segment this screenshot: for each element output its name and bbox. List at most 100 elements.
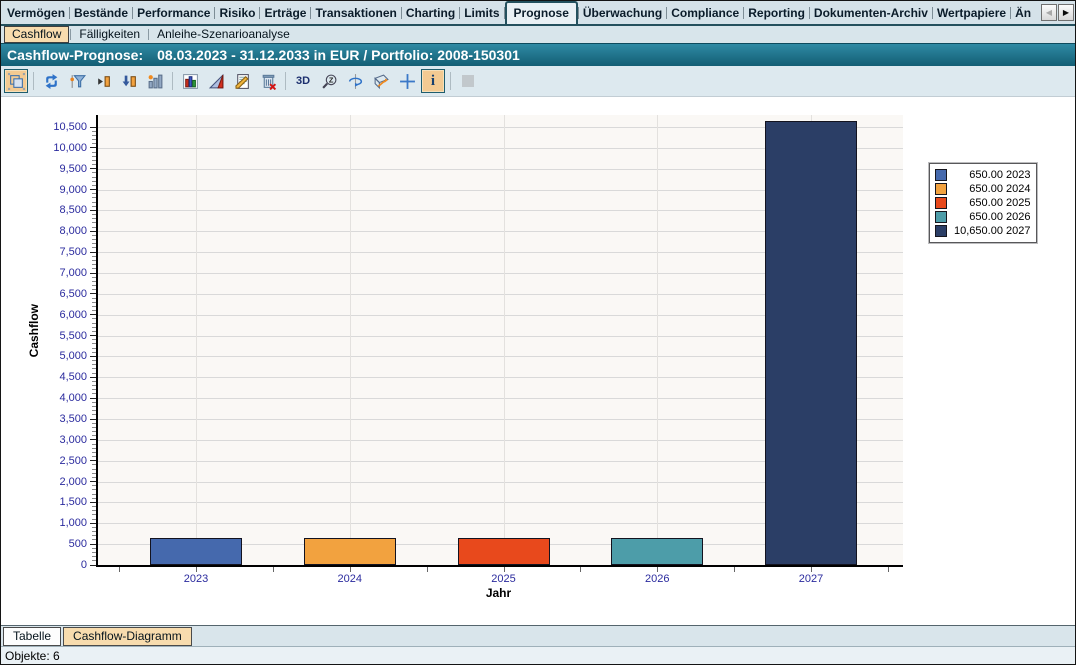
y-axis-minor-tick — [92, 285, 96, 286]
y-axis-major-tick — [90, 147, 96, 149]
filter-icon[interactable] — [65, 69, 89, 93]
y-axis-tick-label: 2,500 — [59, 454, 87, 467]
3d-icon[interactable]: 3D — [291, 69, 315, 93]
y-axis-minor-tick — [92, 531, 96, 533]
subtab-fälligkeiten[interactable]: Fälligkeiten — [79, 27, 141, 41]
bar-2023[interactable] — [150, 537, 242, 565]
y-axis-minor-tick — [92, 289, 96, 291]
placeholder-icon — [456, 69, 480, 93]
rotate-icon[interactable] — [343, 69, 367, 93]
crosshair-icon[interactable] — [395, 69, 419, 93]
y-axis-minor-tick — [92, 393, 96, 395]
y-axis-minor-tick — [92, 343, 96, 345]
toolbar-separator — [33, 72, 34, 90]
y-axis-minor-tick — [92, 151, 96, 153]
y-axis-minor-tick — [92, 226, 96, 228]
x-axis-title: Jahr — [485, 586, 512, 600]
edit-notes-icon[interactable] — [230, 69, 254, 93]
bottom-tab-cashflow-diagramm[interactable]: Cashflow-Diagramm — [63, 626, 192, 646]
y-axis-minor-tick — [92, 368, 96, 370]
y-axis-major-tick — [90, 293, 96, 295]
bar-2026[interactable] — [611, 537, 704, 565]
y-axis-minor-tick — [92, 134, 96, 136]
tab-än[interactable]: Än — [1015, 6, 1032, 20]
insert-column-icon[interactable] — [117, 69, 141, 93]
gridline-horizontal — [98, 481, 903, 483]
tab-reporting[interactable]: Reporting — [748, 6, 805, 20]
y-axis-minor-tick — [92, 431, 96, 432]
y-axis-minor-tick — [92, 560, 96, 562]
view-title-bar: Cashflow-Prognose: 08.03.2023 - 31.12.20… — [1, 43, 1075, 66]
info-icon[interactable]: i — [421, 69, 445, 93]
gridline-horizontal — [98, 314, 903, 316]
subtab-cashflow[interactable]: Cashflow — [4, 26, 70, 43]
tab-scroll-right-button[interactable]: ▶ — [1058, 4, 1074, 21]
tab-divider — [808, 6, 810, 19]
tab-scroll-left-button[interactable]: ◀ — [1041, 4, 1057, 21]
y-axis-minor-tick — [92, 197, 96, 199]
x-axis-tick — [426, 567, 428, 572]
y-axis-major-tick — [90, 272, 96, 274]
delete-icon[interactable] — [256, 69, 280, 93]
y-axis-minor-tick — [92, 143, 96, 145]
y-axis-minor-tick — [92, 164, 96, 166]
y-axis-minor-tick — [92, 234, 96, 236]
tab-charting[interactable]: Charting — [405, 6, 456, 20]
chart-statistics-icon[interactable] — [143, 69, 167, 93]
bar-2027[interactable] — [765, 120, 857, 565]
perspective-icon — [373, 74, 389, 89]
bottom-tab-tabelle[interactable]: Tabelle — [3, 626, 62, 646]
tab-bestände[interactable]: Bestände — [74, 6, 129, 20]
bar-2024[interactable] — [303, 537, 396, 565]
y-axis-minor-tick — [92, 497, 96, 499]
fit-chart-icon[interactable] — [4, 69, 28, 93]
perspective-icon[interactable] — [369, 69, 393, 93]
y-axis-minor-tick — [92, 322, 96, 324]
zoom-icon[interactable]: Z — [317, 69, 341, 93]
gridline-horizontal — [98, 502, 903, 504]
y-axis-minor-tick — [92, 297, 96, 299]
y-axis-minor-tick — [92, 447, 96, 449]
gridline-vertical — [657, 115, 659, 565]
y-axis-tick-label: 3,000 — [59, 433, 87, 446]
tab-limits[interactable]: Limits — [464, 6, 500, 20]
y-axis-tick-label: 3,500 — [59, 413, 87, 425]
tab-überwachung[interactable]: Überwachung — [582, 6, 663, 20]
x-axis-tick — [580, 567, 582, 572]
tab-dokumenten-archiv[interactable]: Dokumenten-Archiv — [813, 6, 928, 20]
refresh-icon[interactable] — [39, 69, 63, 93]
tab-erträge[interactable]: Erträge — [264, 6, 307, 20]
tab-vermögen[interactable]: Vermögen — [7, 6, 66, 20]
y-axis-minor-tick — [92, 239, 96, 241]
zoom-icon: Z — [321, 74, 336, 89]
expand-column-icon[interactable] — [91, 69, 115, 93]
y-axis-major-tick — [90, 564, 96, 566]
legend-entry: 650.00 2026 — [935, 210, 1030, 224]
y-axis-minor-tick — [92, 193, 96, 195]
view-title-detail: 08.03.2023 - 31.12.2033 in EUR / Portfol… — [157, 47, 520, 63]
y-axis-minor-tick — [92, 443, 96, 445]
legend-swatch — [935, 169, 947, 181]
tab-wertpapiere[interactable]: Wertpapiere — [936, 6, 1007, 20]
bar-2025[interactable] — [457, 537, 550, 565]
y-axis-minor-tick — [92, 360, 96, 362]
y-axis-major-tick — [90, 335, 96, 337]
y-axis-minor-tick — [92, 506, 96, 508]
subtab-divider — [70, 29, 72, 40]
y-axis-tick-label: 10,500 — [53, 121, 87, 133]
y-axis-tick-label: 1,000 — [59, 517, 87, 530]
tab-prognose[interactable]: Prognose — [504, 1, 578, 24]
y-axis-major-tick — [90, 418, 96, 420]
tab-risiko[interactable]: Risiko — [219, 6, 256, 20]
subtab-anleihe-szenarioanalyse[interactable]: Anleihe-Szenarioanalyse — [157, 27, 290, 41]
chart-type-icon[interactable] — [204, 69, 228, 93]
bar-chart-icon[interactable] — [178, 69, 202, 93]
tab-compliance[interactable]: Compliance — [671, 6, 740, 20]
y-axis-minor-tick — [92, 426, 96, 428]
status-bar: Objekte: 6 — [1, 646, 1075, 664]
y-axis-major-tick — [90, 460, 96, 462]
tab-performance[interactable]: Performance — [137, 6, 211, 20]
y-axis-major-tick — [90, 251, 96, 253]
tab-transaktionen[interactable]: Transaktionen — [315, 6, 397, 20]
